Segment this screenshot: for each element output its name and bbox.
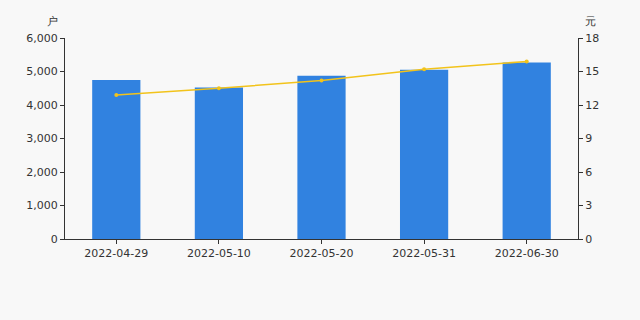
svg-text:0: 0 [51,233,58,246]
svg-text:9: 9 [585,132,592,145]
svg-text:2022-05-20: 2022-05-20 [290,247,354,260]
svg-text:2022-05-10: 2022-05-10 [187,247,251,260]
svg-text:户: 户 [47,15,58,28]
svg-text:18: 18 [585,32,599,45]
svg-text:元: 元 [585,15,596,28]
svg-text:4,000: 4,000 [26,99,58,112]
svg-text:3,000: 3,000 [26,132,58,145]
svg-text:0: 0 [585,233,592,246]
svg-text:6,000: 6,000 [26,32,58,45]
svg-text:12: 12 [585,99,599,112]
svg-text:6: 6 [585,166,592,179]
svg-text:2022-06-30: 2022-06-30 [495,247,559,260]
svg-text:5,000: 5,000 [26,65,58,78]
svg-text:2022-05-31: 2022-05-31 [392,247,456,260]
svg-text:1,000: 1,000 [26,199,58,212]
svg-text:15: 15 [585,65,599,78]
svg-text:2022-04-29: 2022-04-29 [84,247,148,260]
svg-text:3: 3 [585,199,592,212]
svg-text:2,000: 2,000 [26,166,58,179]
